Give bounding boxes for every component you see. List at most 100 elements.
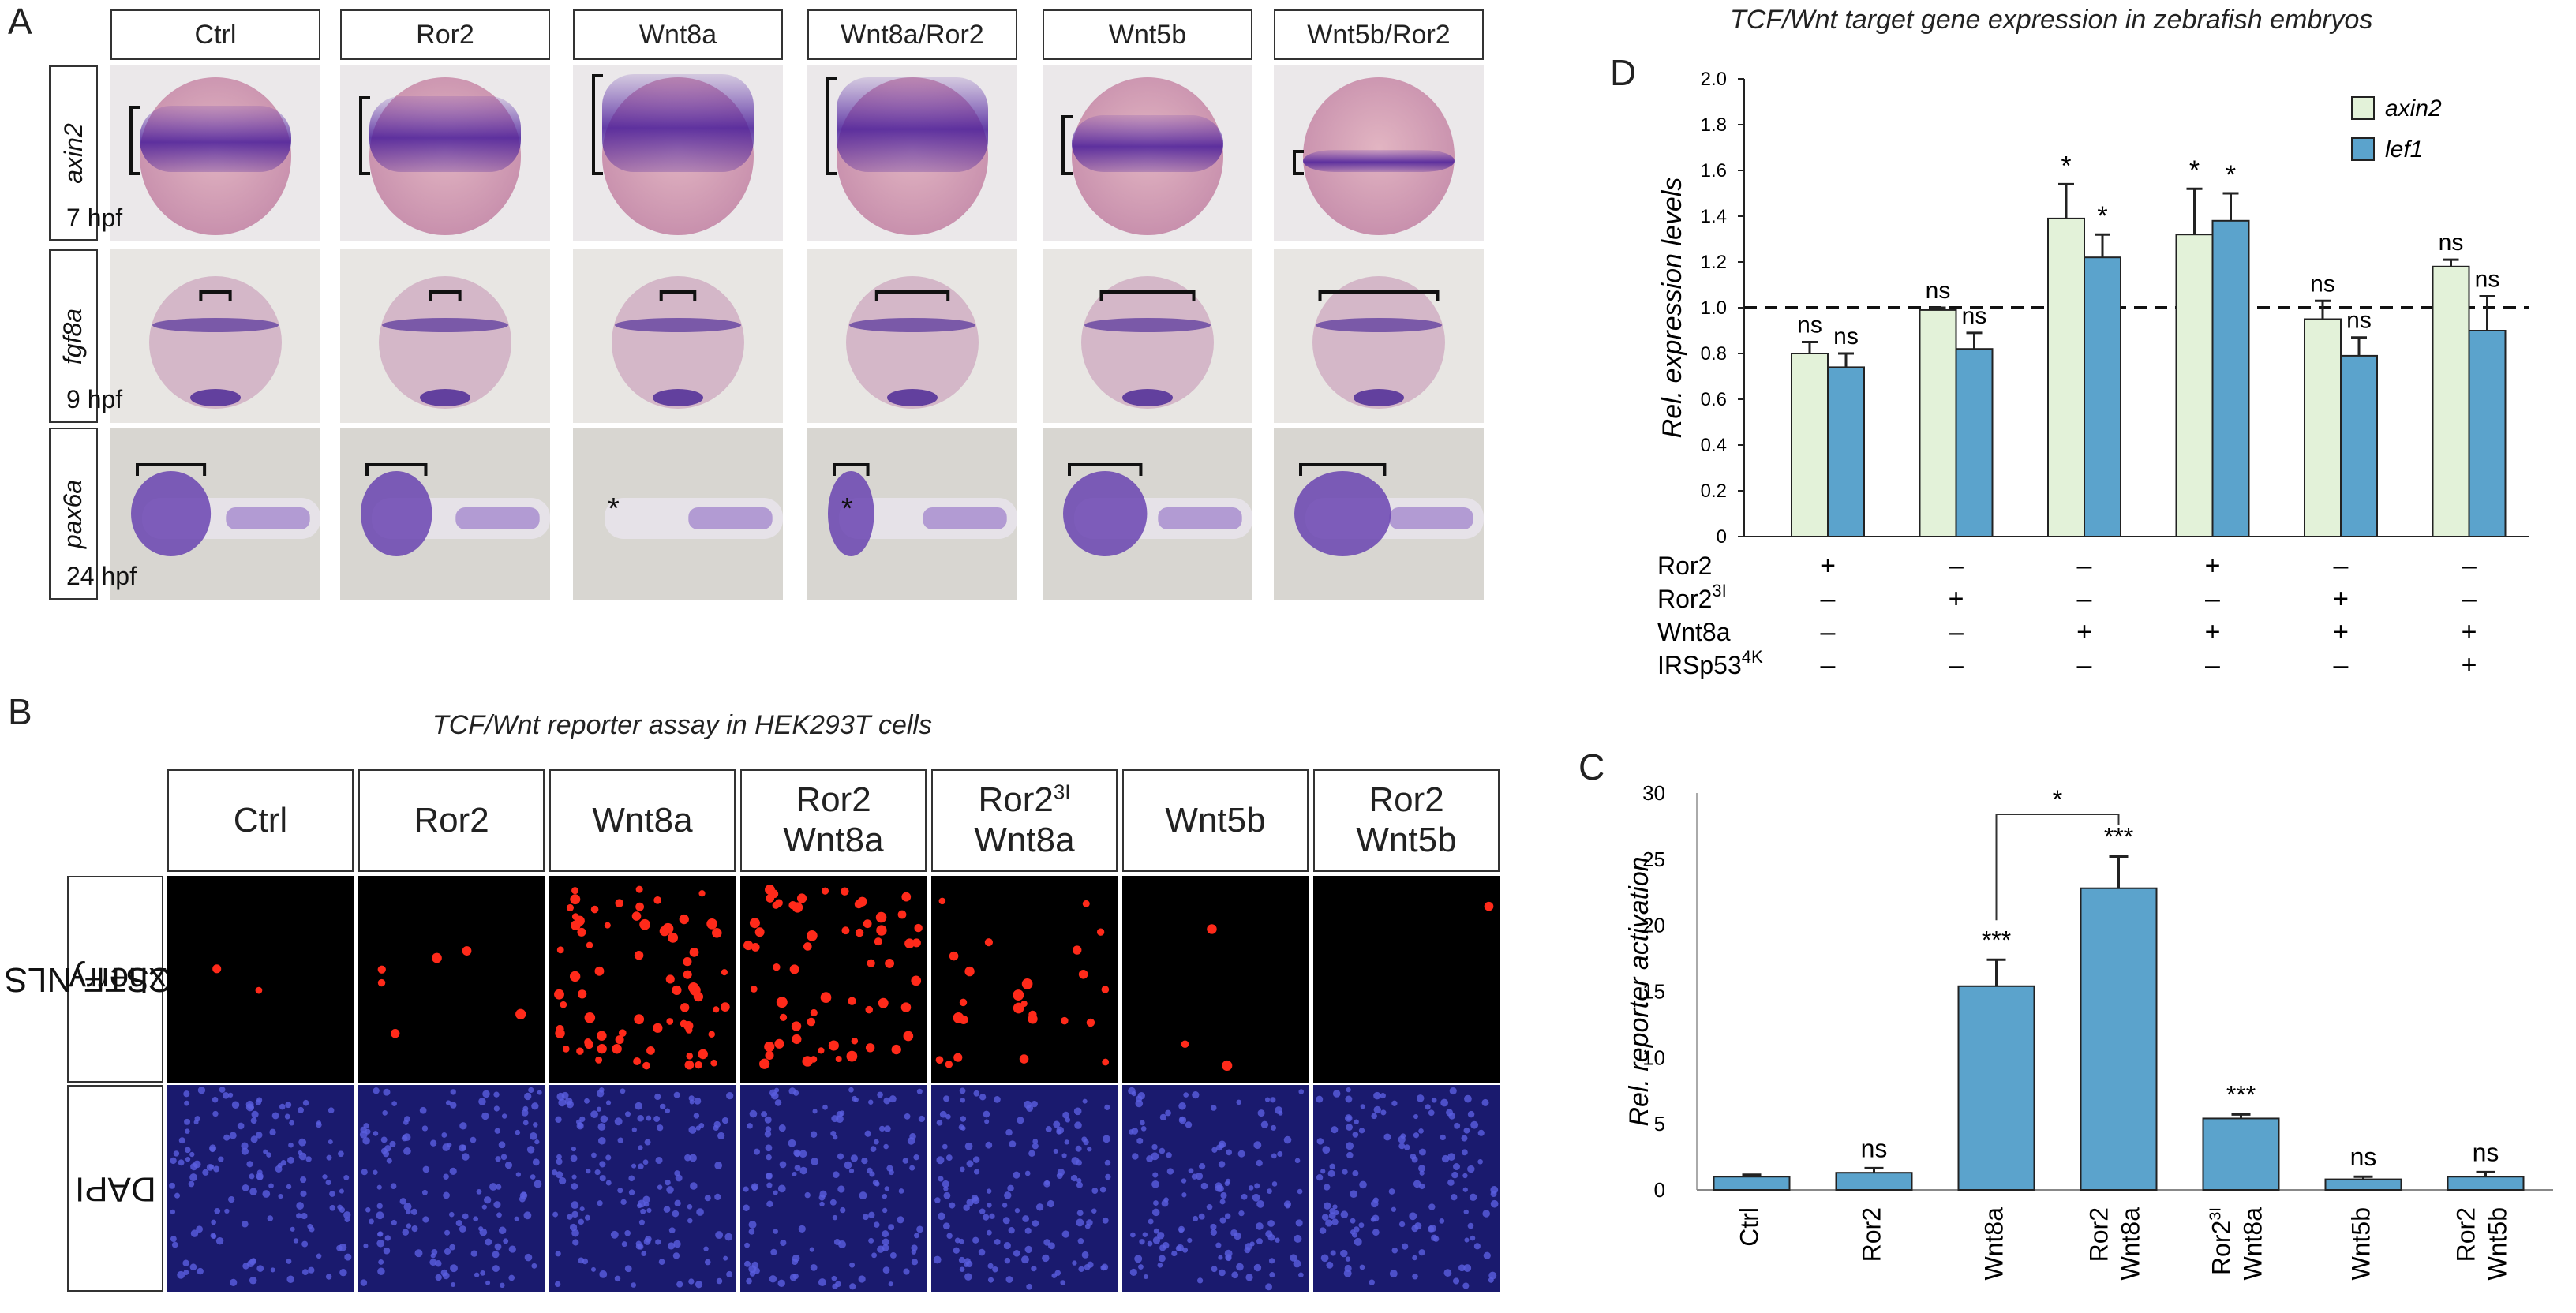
b-header-ror2-wnt8a-line1: Ror2 <box>796 780 871 820</box>
column-header-wnt5b: Wnt5b <box>1043 9 1252 60</box>
mcherry-cell <box>665 974 675 984</box>
mcherry-cell <box>683 957 692 967</box>
b-header-ror2-wnt5b-line1: Ror2 <box>1368 780 1444 820</box>
mcherry-image-2 <box>549 876 736 1083</box>
chart-c-bar <box>1713 1176 1791 1191</box>
embryo-tile-fgf8a-1 <box>340 249 550 423</box>
chart-d-significance-label: ns <box>1833 324 1859 350</box>
chart-c-significance-label: ns <box>2350 1143 2377 1171</box>
mcherry-cell <box>1078 969 1088 979</box>
embryo-tile-axin2-1 <box>340 65 550 241</box>
chart-d-condition-mark: – <box>2334 650 2349 680</box>
mcherry-cell <box>1101 986 1110 993</box>
mcherry-cell <box>765 1051 774 1060</box>
chart-c-bar <box>2080 887 2158 1191</box>
embryo-tile-fgf8a-0 <box>110 249 320 423</box>
mcherry-cell <box>570 894 581 905</box>
chart-d-significance-label: ns <box>1962 303 1987 329</box>
mcherry-cell <box>597 1044 607 1054</box>
mcherry-cell <box>672 985 682 996</box>
b-header-ror2-3i-sup: 3I <box>1053 780 1071 804</box>
panel-b-title: TCF/Wnt reporter assay in HEK293T cells <box>432 710 932 740</box>
chart-d-legend-label-axin2: axin2 <box>2385 95 2442 122</box>
column-header-ror2: Ror2 <box>340 9 550 60</box>
mcherry-cell <box>680 1003 690 1012</box>
chart-d-condition-label: Ror23I <box>1657 581 1727 613</box>
chart-c-ytick-label: 0 <box>1654 1178 1665 1202</box>
mcherry-cell <box>615 899 623 907</box>
chart-c-comparison-label: * <box>2053 785 2062 814</box>
chart-c-significance-label: *** <box>2104 822 2133 851</box>
mcherry-cell <box>743 940 754 951</box>
chart-c-ytick-label: 10 <box>1642 1046 1665 1069</box>
dapi-image-5 <box>1122 1085 1309 1292</box>
mcherry-cell <box>1207 924 1217 934</box>
chart-d-condition-label: Ror2 <box>1657 552 1712 580</box>
mcherry-cell <box>698 890 706 897</box>
b-header-ror2-3i-line1: Ror2 <box>978 780 1054 820</box>
mcherry-cell <box>821 887 829 895</box>
chart-d-bar-lef1 <box>1955 348 1994 538</box>
mcherry-cell <box>878 997 889 1008</box>
mcherry-cell <box>653 1023 663 1033</box>
mcherry-cell <box>857 896 867 907</box>
chart-d-bar-axin2 <box>2047 217 2085 537</box>
b-row-label-mcherry: 7xSTF-NLS mCherry <box>5 876 202 1083</box>
mcherry-cell <box>633 1057 642 1066</box>
chart-c-bar <box>2202 1117 2280 1191</box>
column-header-wnt8a: Wnt8a <box>573 9 783 60</box>
mcherry-cell <box>841 926 850 935</box>
mcherry-cell <box>710 1059 717 1067</box>
chart-d-bar-axin2 <box>2304 318 2342 537</box>
chart-d-condition-mark: – <box>1949 650 1964 680</box>
chart-d-significance-label: ns <box>2475 267 2500 293</box>
mcherry-cell <box>618 1029 627 1038</box>
chart-c-category-label-line2: Wnt8a <box>2117 1207 2145 1281</box>
chart-d-condition-label: IRSp534K <box>1657 647 1763 679</box>
mcherry-cell <box>594 966 605 976</box>
chart-d-significance-label: ns <box>1797 312 1822 339</box>
chart-c-significance-label: *** <box>1982 926 2011 954</box>
mcherry-cell <box>802 1056 813 1067</box>
chart-c-ytick-label: 5 <box>1654 1112 1665 1135</box>
mcherry-cell <box>754 927 765 937</box>
mcherry-cell <box>1484 901 1494 911</box>
mcherry-cell <box>803 942 812 951</box>
embryo-tile-fgf8a-2 <box>573 249 783 423</box>
mcherry-cell <box>555 1028 565 1038</box>
mcherry-cell <box>635 885 643 893</box>
chart-d-bar-lef1 <box>2468 330 2507 537</box>
mcherry-cell <box>635 902 645 911</box>
mcherry-cell <box>779 1013 788 1022</box>
mcherry-cell <box>935 1056 944 1064</box>
chart-d-bar-axin2 <box>1791 353 1829 537</box>
mcherry-image-5 <box>1122 876 1309 1083</box>
chart-d-condition-mark: – <box>1821 650 1836 680</box>
chart-c-category-label: Ror2 <box>1858 1207 1886 1262</box>
mcherry-cell <box>807 1017 816 1027</box>
embryo-tile-pax6a-1 <box>340 428 550 600</box>
mcherry-cell <box>875 911 887 923</box>
chart-d-significance-label: ns <box>1926 278 1951 304</box>
chart-d-significance-label: ns <box>2439 230 2464 256</box>
b-header-ror2-wnt8a-line2: Wnt8a <box>783 821 884 859</box>
chart-d-ytick-label: 2.0 <box>1701 69 1727 90</box>
b-header-ctrl-text: Ctrl <box>233 800 288 840</box>
chart-c-ytick-label: 30 <box>1642 781 1665 805</box>
mcherry-cell <box>604 922 611 929</box>
mcherry-cell <box>688 982 699 993</box>
mcherry-cell <box>769 889 779 899</box>
mcherry-cell <box>683 970 692 979</box>
mcherry-cell <box>759 1058 770 1069</box>
chart-c-ytick-label: 20 <box>1642 914 1665 937</box>
chart-d-condition-mark: + <box>1820 551 1836 581</box>
mcherry-cell <box>911 975 922 986</box>
mcherry-cell <box>634 950 644 960</box>
mcherry-cell <box>835 1056 842 1063</box>
chart-c-category-label: Wnt5b <box>2347 1207 2376 1280</box>
mcherry-cell <box>792 1034 802 1045</box>
mcherry-cell <box>1013 1002 1024 1014</box>
mcherry-cell <box>666 1018 674 1025</box>
mcherry-cell <box>689 947 699 957</box>
